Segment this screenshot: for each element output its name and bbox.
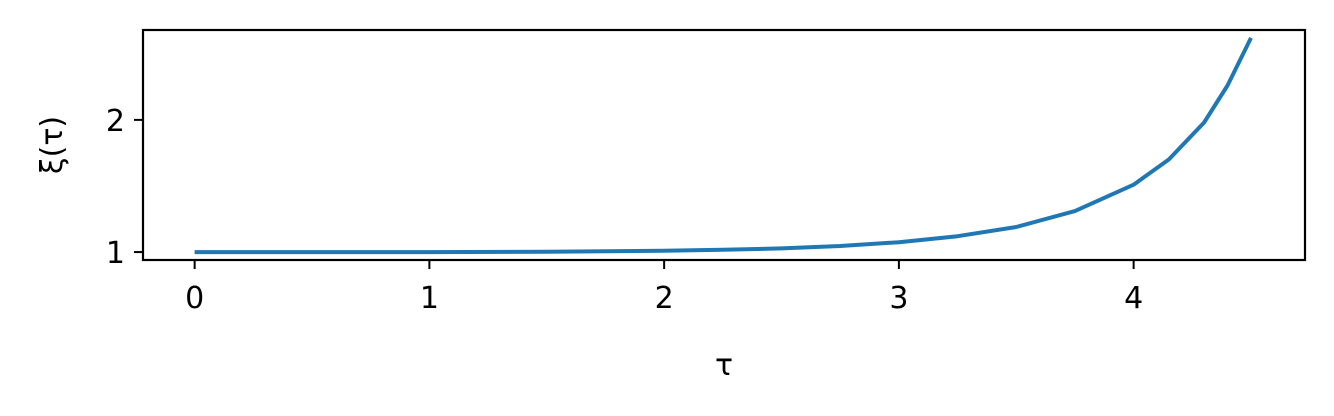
plot-frame <box>141 28 1307 262</box>
y-tick-label: 1 <box>106 236 125 271</box>
x-tick-label: 2 <box>655 281 674 316</box>
series-line-0 <box>194 37 1253 255</box>
x-tick-label: 0 <box>185 281 204 316</box>
y-axis-ticks: 12 <box>106 104 143 271</box>
x-axis-ticks: 0 1 2 3 4 <box>185 260 1143 316</box>
plot-area <box>194 37 1253 255</box>
x-tick-label: 4 <box>1124 281 1143 316</box>
y-tick-label: 2 <box>106 104 125 139</box>
x-tick-label: 3 <box>889 281 908 316</box>
y-axis-label: ξ(τ) <box>35 116 70 174</box>
x-tick-label: 1 <box>420 281 439 316</box>
x-axis-label: τ <box>715 348 733 383</box>
